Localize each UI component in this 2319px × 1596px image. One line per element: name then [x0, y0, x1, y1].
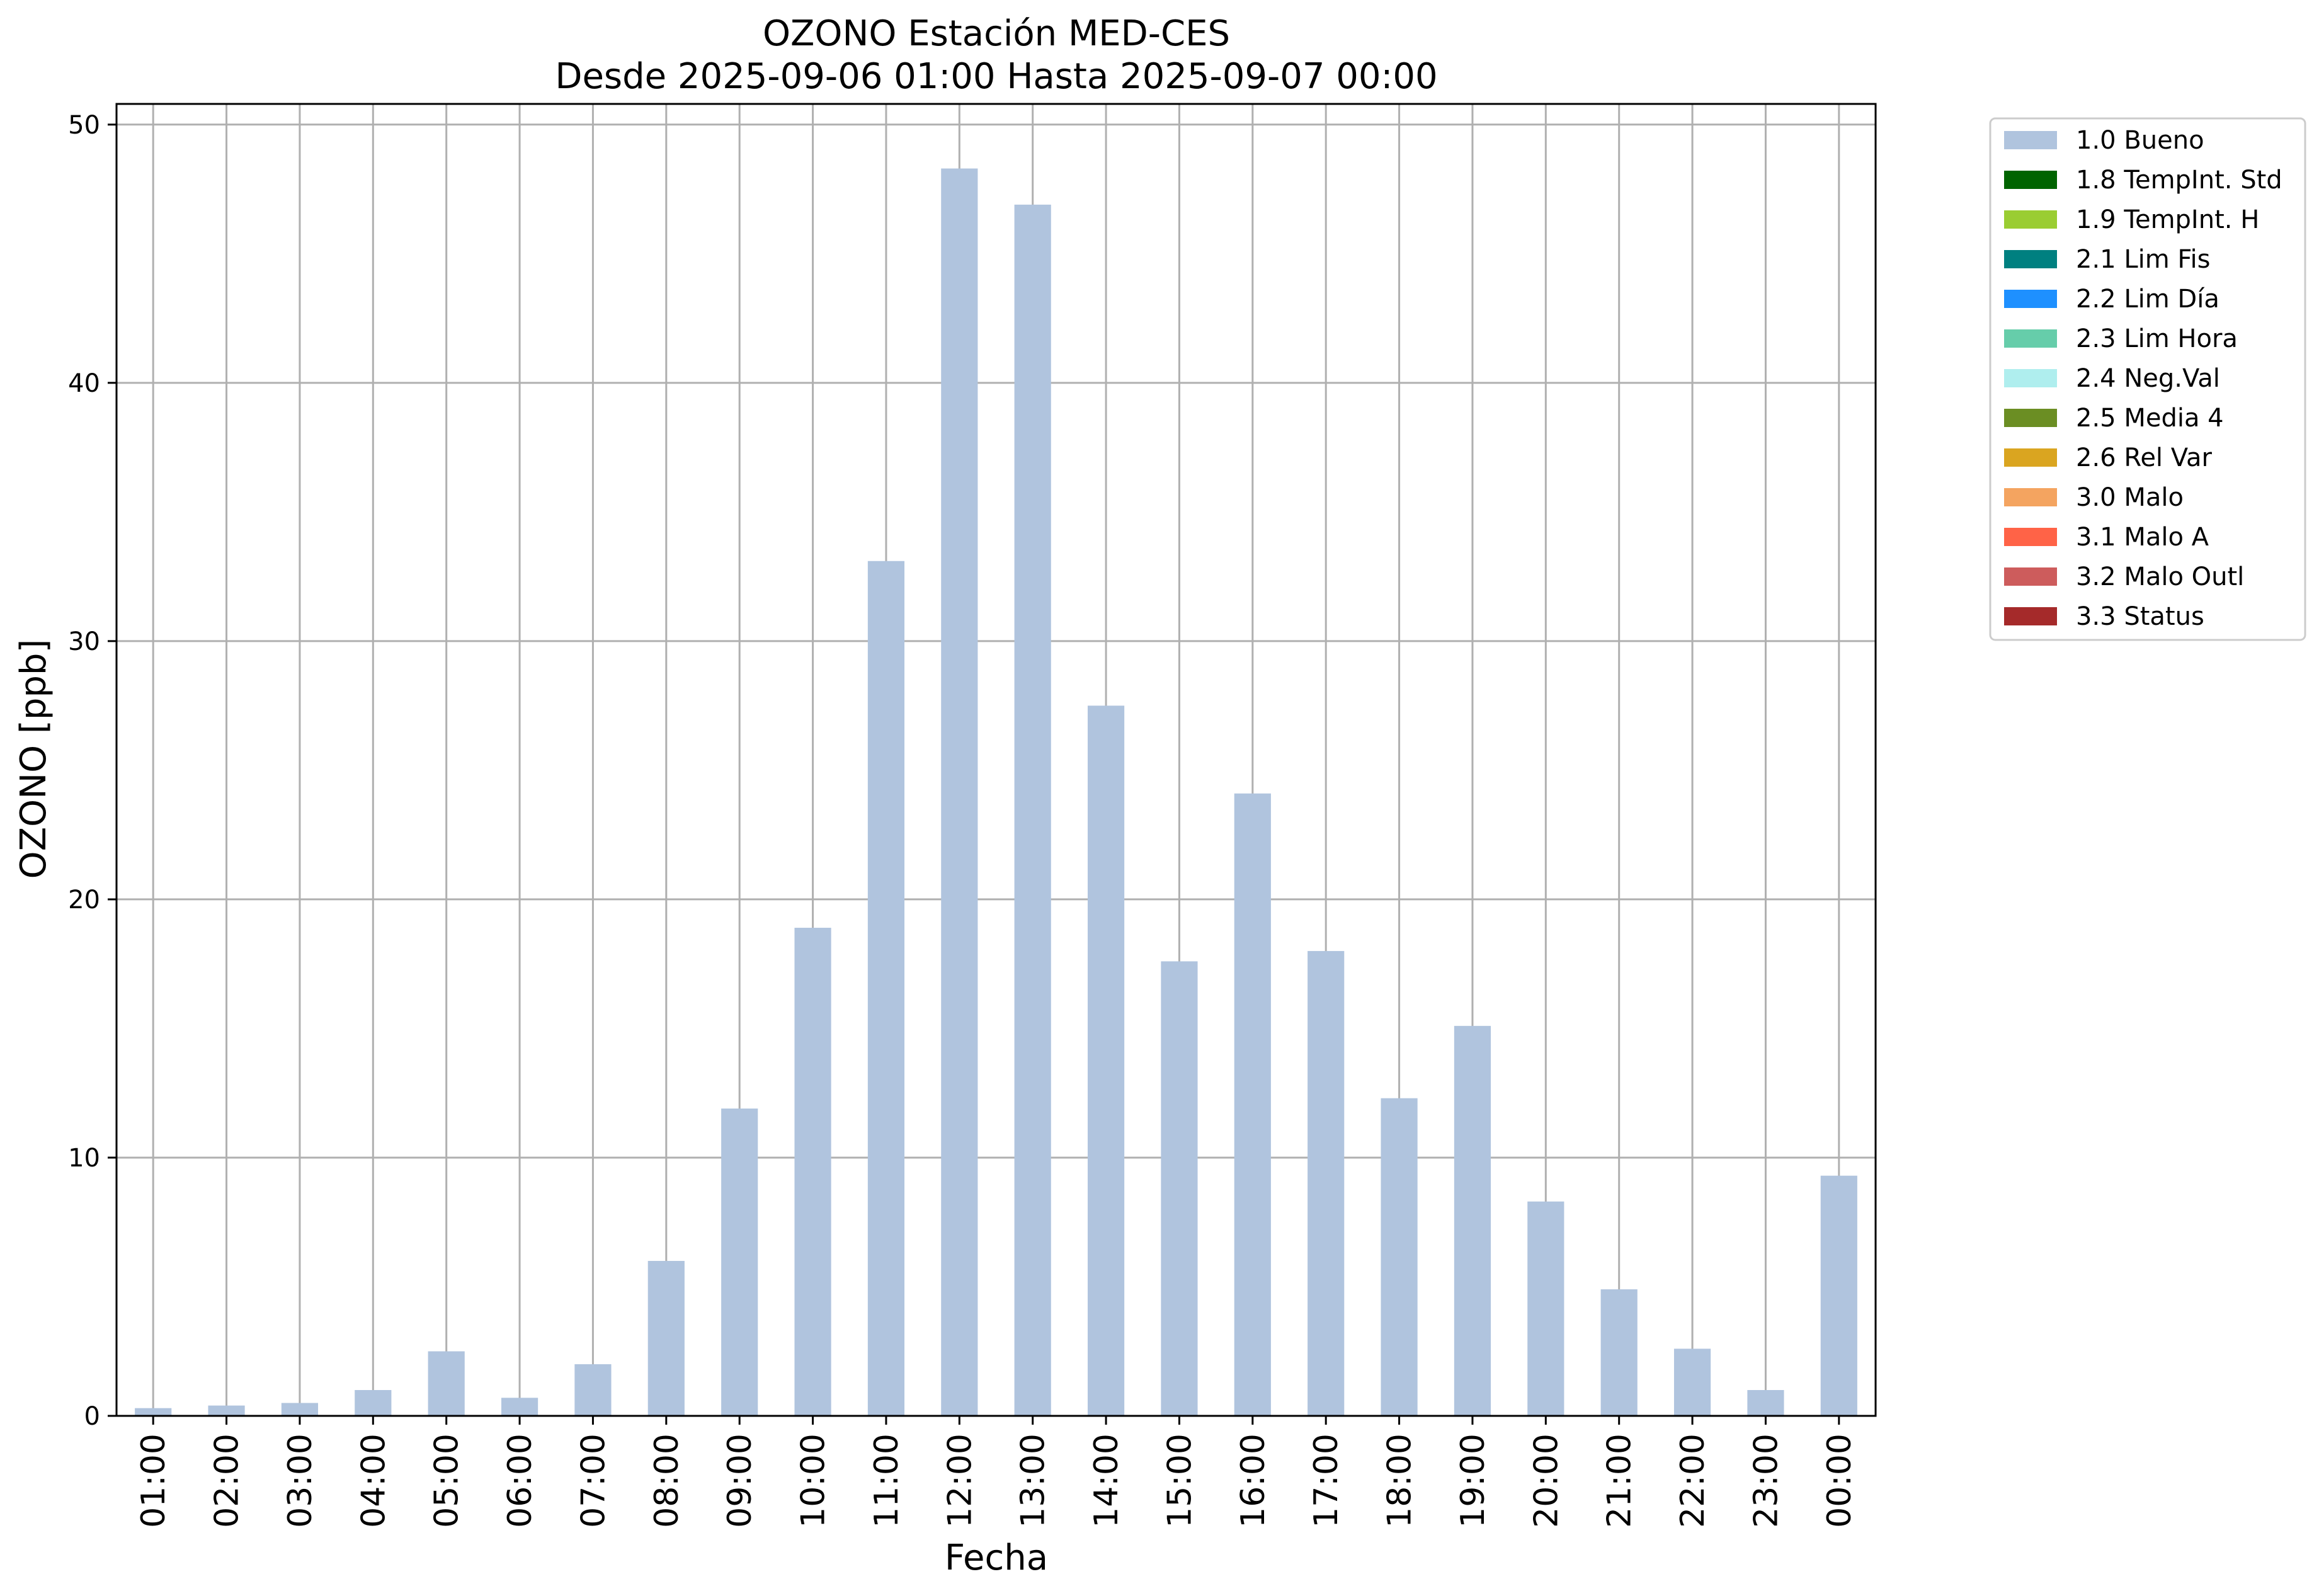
legend-label: 3.1 Malo A — [2076, 523, 2209, 552]
x-tick-label: 09:00 — [721, 1434, 759, 1528]
bar-10:00 — [794, 928, 831, 1416]
x-tick-label: 10:00 — [795, 1434, 833, 1528]
y-tick-label: 30 — [68, 627, 100, 656]
x-tick-label: 00:00 — [1821, 1434, 1859, 1528]
x-tick-label: 19:00 — [1454, 1434, 1492, 1528]
legend-label: 3.0 Malo — [2076, 483, 2184, 512]
legend-frame — [1989, 117, 2306, 641]
bar-02:00 — [208, 1405, 245, 1416]
legend-swatch — [2004, 210, 2057, 229]
x-tick-label: 16:00 — [1234, 1434, 1272, 1528]
legend-swatch — [2004, 131, 2057, 149]
x-tick-label: 20:00 — [1527, 1434, 1565, 1528]
y-tick-label: 40 — [68, 369, 100, 398]
x-tick-label: 02:00 — [208, 1434, 246, 1528]
bar-03:00 — [281, 1403, 319, 1416]
legend-label: 1.9 TempInt. H — [2076, 205, 2259, 234]
bar-09:00 — [721, 1109, 758, 1416]
legend-label: 1.0 Bueno — [2076, 126, 2204, 155]
plot-frame — [115, 103, 1877, 1417]
bar-20:00 — [1527, 1201, 1564, 1416]
y-tick-label: 20 — [68, 886, 100, 915]
legend-label: 2.4 Neg.Val — [2076, 364, 2220, 393]
x-tick-label: 11:00 — [868, 1434, 906, 1528]
legend-swatch — [2004, 369, 2057, 387]
bar-12:00 — [941, 168, 978, 1416]
bar-17:00 — [1308, 950, 1345, 1416]
legend-label: 2.1 Lim Fis — [2076, 245, 2210, 274]
x-tick-label: 01:00 — [135, 1434, 173, 1528]
y-axis-ticks: 0 10 20 30 40 50 — [68, 111, 117, 1431]
x-tick-label: 15:00 — [1161, 1434, 1199, 1528]
x-tick-label: 05:00 — [428, 1434, 466, 1528]
bar-07:00 — [574, 1364, 612, 1416]
chart-subtitle: Desde 2025-09-06 01:00 Hasta 2025-09-07 … — [555, 56, 1437, 97]
legend-swatch — [2004, 290, 2057, 308]
bar-19:00 — [1454, 1025, 1491, 1416]
legend-swatch — [2004, 488, 2057, 506]
bar-16:00 — [1234, 793, 1271, 1416]
x-tick-label: 21:00 — [1601, 1434, 1639, 1528]
x-tick-label: 17:00 — [1308, 1434, 1345, 1528]
bar-18:00 — [1381, 1098, 1418, 1416]
x-tick-label: 14:00 — [1088, 1434, 1125, 1528]
y-tick-label: 0 — [84, 1402, 100, 1431]
legend-label: 2.6 Rel Var — [2076, 443, 2213, 472]
x-tick-label: 07:00 — [574, 1434, 612, 1528]
legend-swatch — [2004, 329, 2057, 348]
x-tick-label: 12:00 — [941, 1434, 979, 1528]
legend-swatch — [2004, 250, 2057, 268]
bar-08:00 — [647, 1260, 685, 1416]
legend-label: 2.5 Media 4 — [2076, 404, 2224, 433]
bars — [135, 168, 1857, 1416]
x-tick-label: 08:00 — [648, 1434, 686, 1528]
legend-swatch — [2004, 528, 2057, 546]
x-tick-label: 18:00 — [1381, 1434, 1419, 1528]
grid — [117, 104, 1876, 1417]
legend-label: 1.8 TempInt. Std — [2076, 166, 2282, 195]
bar-11:00 — [867, 561, 905, 1416]
bar-13:00 — [1014, 204, 1051, 1416]
legend-label: 2.2 Lim Día — [2076, 285, 2219, 314]
legend-swatch — [2004, 607, 2057, 625]
x-tick-label: 23:00 — [1747, 1434, 1785, 1528]
bar-00:00 — [1820, 1175, 1857, 1416]
x-axis-label: Fecha — [945, 1537, 1048, 1578]
x-tick-label: 22:00 — [1674, 1434, 1712, 1528]
legend-swatch — [2004, 567, 2057, 586]
y-tick-label: 50 — [68, 111, 100, 140]
bar-23:00 — [1747, 1389, 1784, 1416]
x-tick-label: 06:00 — [501, 1434, 539, 1528]
legend-label: 2.3 Lim Hora — [2076, 324, 2238, 353]
x-tick-label: 04:00 — [355, 1434, 392, 1528]
bar-21:00 — [1600, 1289, 1638, 1416]
bar-15:00 — [1161, 961, 1198, 1416]
bar-22:00 — [1673, 1348, 1711, 1416]
legend-label: 3.2 Malo Outl — [2076, 562, 2244, 591]
x-tick-label: 13:00 — [1015, 1434, 1052, 1528]
legend-swatch — [2004, 171, 2057, 189]
chart-title: OZONO Estación MED-CES — [763, 13, 1230, 54]
y-axis-label: OZONO [ppb] — [13, 639, 54, 879]
bar-14:00 — [1087, 705, 1125, 1416]
y-tick-label: 10 — [68, 1144, 100, 1173]
bar-04:00 — [355, 1389, 392, 1416]
bar-01:00 — [135, 1408, 172, 1416]
legend: 1.0 Bueno 1.8 TempInt. Std 1.9 TempInt. H 2… — [1989, 117, 2306, 641]
bar-05:00 — [428, 1351, 465, 1416]
legend-label: 3.3 Status — [2076, 602, 2204, 631]
legend-swatch — [2004, 409, 2057, 427]
legend-swatch — [2004, 448, 2057, 467]
bar-06:00 — [501, 1398, 538, 1416]
x-tick-label: 03:00 — [282, 1434, 319, 1528]
x-axis-ticks: 01:00 02:00 03:00 04:00 05:00 06:00 07:00 08:00… — [135, 1416, 1859, 1528]
